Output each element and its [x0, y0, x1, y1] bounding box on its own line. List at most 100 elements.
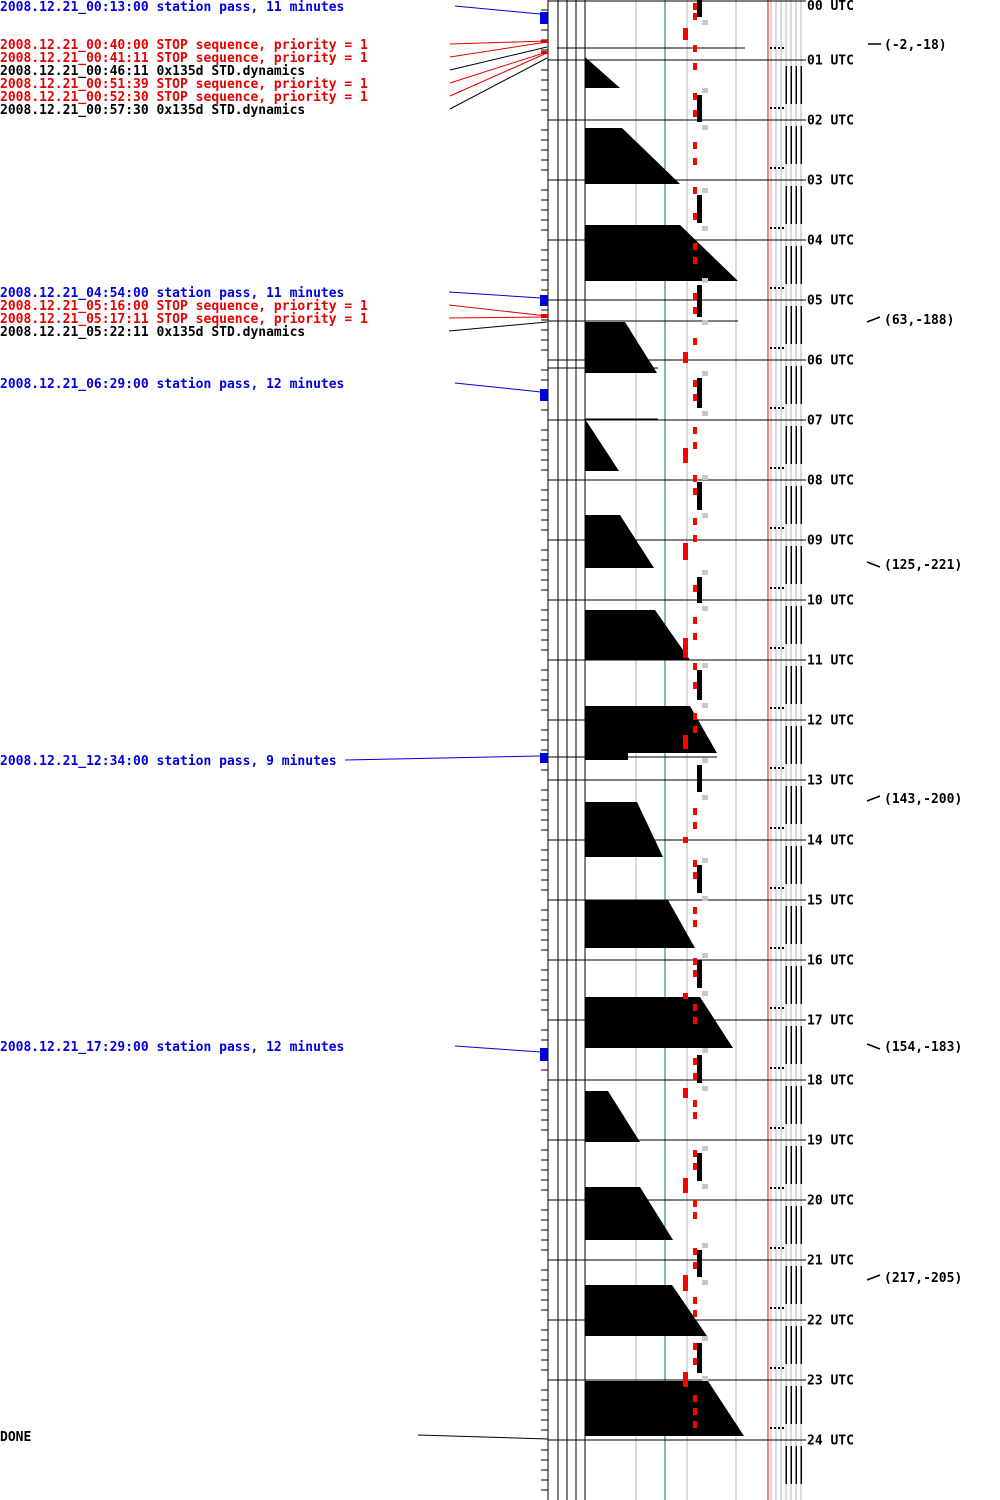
hour-dot	[774, 47, 776, 49]
hour-dot	[774, 1187, 776, 1189]
hour-label: 08 UTC	[807, 474, 854, 489]
gray-marker	[702, 896, 708, 901]
gray-marker	[702, 1184, 708, 1189]
hour-dot	[774, 1067, 776, 1069]
station-pass-marker[interactable]	[540, 295, 548, 306]
hour-dot	[782, 1307, 784, 1309]
red-event-dash	[693, 1017, 697, 1024]
interval-bar	[697, 1153, 702, 1181]
red-event-dash	[693, 1073, 697, 1080]
gray-marker	[702, 20, 708, 25]
hour-dot	[778, 947, 780, 949]
hour-dot	[778, 1307, 780, 1309]
red-event-dash	[693, 394, 697, 401]
gray-marker	[702, 88, 708, 93]
hour-dot	[778, 887, 780, 889]
red-event-dash	[693, 713, 697, 720]
red-event-bar	[683, 735, 688, 749]
red-event-dash	[693, 585, 697, 592]
hour-dot	[778, 107, 780, 109]
schedule-block	[585, 802, 663, 857]
leader-line	[449, 40, 548, 45]
hour-dot	[770, 1067, 772, 1069]
hour-label: 05 UTC	[807, 294, 854, 309]
hour-label: 14 UTC	[807, 834, 854, 849]
hour-dot	[774, 827, 776, 829]
hour-dot	[778, 707, 780, 709]
red-event-dash	[693, 860, 697, 867]
interval-bar	[697, 865, 702, 893]
hour-dot	[774, 947, 776, 949]
hour-label: 13 UTC	[807, 774, 854, 789]
interval-bar	[697, 1055, 702, 1083]
schedule-block	[585, 1381, 744, 1436]
red-event-dash	[693, 1112, 697, 1119]
coordinate-annotation: (-2,-18)	[884, 38, 947, 53]
hour-dot	[778, 1247, 780, 1249]
red-event-dash	[693, 970, 697, 977]
red-event-dash	[693, 110, 697, 117]
event-annotation: 2008.12.21_12:34:00 station pass, 9 minu…	[0, 754, 337, 769]
interval-bar	[697, 960, 702, 988]
red-event-bar	[683, 837, 688, 843]
red-event-bar	[683, 1178, 688, 1193]
red-event-dash	[693, 1058, 697, 1065]
hour-label: 15 UTC	[807, 894, 854, 909]
schedule-block	[585, 1187, 673, 1240]
interval-bar	[697, 670, 702, 700]
red-event-bar	[683, 638, 688, 658]
event-annotation: 2008.12.21_05:16:00 STOP sequence, prior…	[0, 299, 368, 314]
coordinate-annotation: (143,-200)	[884, 792, 962, 807]
red-event-dash	[693, 1408, 697, 1415]
event-annotation: 2008.12.21_06:29:00 station pass, 12 min…	[0, 377, 344, 392]
hour-dot	[778, 1187, 780, 1189]
coordinate-annotation: (63,-188)	[884, 313, 954, 328]
gray-marker	[702, 1376, 708, 1381]
hour-dot	[782, 347, 784, 349]
hour-dot	[778, 1367, 780, 1369]
hour-dot	[774, 287, 776, 289]
hour-dot	[782, 587, 784, 589]
station-pass-marker[interactable]	[540, 389, 548, 401]
red-event-dash	[693, 1310, 697, 1317]
interval-bar	[697, 1343, 702, 1373]
red-event-dash	[693, 682, 697, 689]
hour-label: 01 UTC	[807, 54, 854, 69]
red-event-dash	[693, 1421, 697, 1428]
interval-bar	[697, 95, 702, 122]
gray-marker	[702, 1243, 708, 1248]
hour-dot	[782, 107, 784, 109]
red-event-dash	[693, 158, 697, 165]
red-event-dash	[693, 822, 697, 829]
hour-dot	[774, 347, 776, 349]
hour-label: 06 UTC	[807, 354, 854, 369]
red-event-dash	[693, 442, 697, 449]
hour-dot	[770, 707, 772, 709]
hour-dot	[770, 827, 772, 829]
hour-dot	[774, 227, 776, 229]
hour-label: 02 UTC	[807, 114, 854, 129]
hour-dot	[782, 1067, 784, 1069]
hour-dot	[770, 1007, 772, 1009]
hour-dot	[782, 287, 784, 289]
hour-label: 00 UTC	[807, 0, 854, 14]
interval-bar	[697, 195, 702, 223]
hour-dot	[778, 407, 780, 409]
hour-dot	[774, 407, 776, 409]
gray-marker	[702, 1336, 708, 1341]
schedule-block	[585, 900, 695, 948]
hour-label: 23 UTC	[807, 1374, 854, 1389]
station-pass-marker[interactable]	[540, 12, 548, 24]
gray-marker	[702, 1280, 708, 1285]
event-annotation: 2008.12.21_00:57:30 0x135d STD.dynamics	[0, 103, 305, 118]
schedule-block	[585, 610, 690, 660]
hour-label: 20 UTC	[807, 1194, 854, 1209]
hour-dot	[774, 467, 776, 469]
hour-dot	[770, 407, 772, 409]
station-pass-marker[interactable]	[540, 1048, 548, 1061]
gray-marker	[702, 663, 708, 668]
leader-line	[449, 41, 548, 58]
station-pass-marker[interactable]	[540, 753, 548, 763]
